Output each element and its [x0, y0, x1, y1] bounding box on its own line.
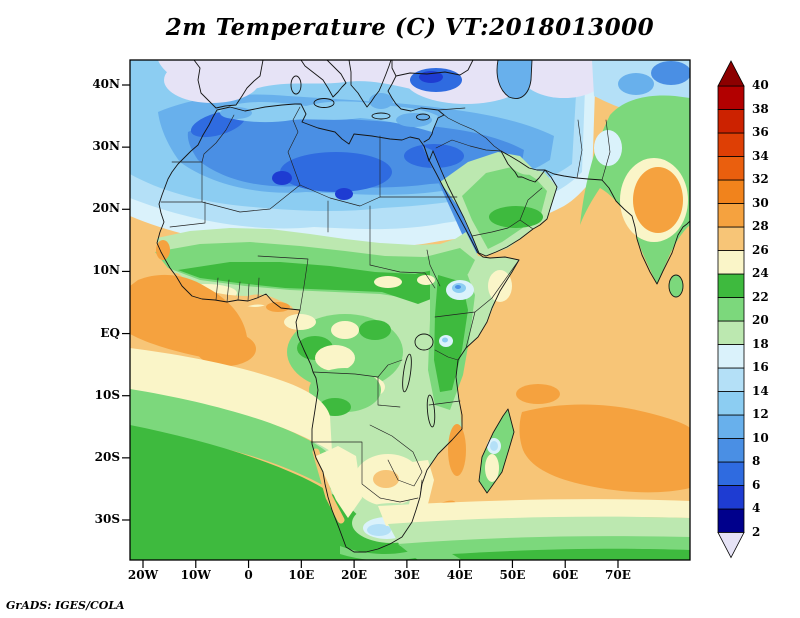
lon-tick-label: 40E	[446, 568, 473, 582]
credit-text: GrADS: IGES/COLA	[6, 599, 125, 612]
plot-frame	[129, 59, 691, 561]
colorbar-tick-label: 22	[752, 289, 769, 304]
colorbar-tick-label: 6	[752, 477, 761, 492]
axis-ticks	[122, 84, 619, 568]
lon-tick-label: 20E	[341, 568, 368, 582]
colorbar-tick-label: 26	[752, 242, 769, 257]
colorbar-tick-label: 16	[752, 360, 769, 374]
lat-tick-label: 20S	[94, 449, 120, 464]
lon-tick-label: 0	[244, 568, 253, 582]
lat-tick-label: 20N	[92, 201, 120, 216]
colorbar-tick-label: 40	[752, 78, 769, 92]
coastlines	[156, 60, 690, 553]
country-borders	[160, 106, 611, 503]
colorbar-tick-label: 20	[752, 313, 769, 327]
colorbar-tick-label: 18	[752, 336, 769, 351]
lat-tick-label: 30N	[92, 139, 120, 154]
colorbar-tick-label: 2	[752, 524, 761, 539]
colorbar-tick-label: 34	[752, 148, 769, 163]
colorbar-tick-label: 36	[752, 125, 769, 139]
colorbar-tick-label: 14	[752, 383, 769, 398]
lat-tick-label: 10N	[92, 263, 120, 278]
lat-tick-label: 40N	[92, 77, 120, 91]
temperature-field	[130, 60, 690, 560]
colorbar-tick-label: 24	[752, 266, 769, 280]
lon-tick-label: 70E	[605, 568, 631, 582]
colorbar-tick-label: 30	[752, 195, 769, 210]
lon-tick-label: 10E	[288, 568, 315, 582]
colorbar-tick-label: 12	[752, 407, 769, 421]
colorbar-tick-label: 32	[752, 172, 769, 186]
lon-tick-label: 30E	[393, 568, 420, 582]
colorbar-tick-label: 38	[752, 101, 769, 116]
lon-tick-label: 60E	[552, 568, 579, 582]
colorbar	[717, 60, 745, 559]
lat-tick-label: 30S	[94, 511, 120, 526]
lat-tick-label: 10S	[94, 387, 120, 402]
lon-tick-label: 50E	[499, 568, 526, 582]
lat-tick-label: EQ	[100, 325, 120, 340]
colorbar-tick-label: 4	[752, 501, 761, 515]
plot-title: 2m Temperature (C) VT:2018013000	[165, 14, 655, 41]
colorbar-tick-label: 8	[752, 454, 761, 468]
colorbar-tick-label: 10	[752, 430, 769, 445]
lon-tick-label: 10W	[180, 568, 211, 582]
colorbar-tick-label: 28	[752, 219, 769, 233]
lon-tick-label: 20W	[127, 568, 159, 582]
